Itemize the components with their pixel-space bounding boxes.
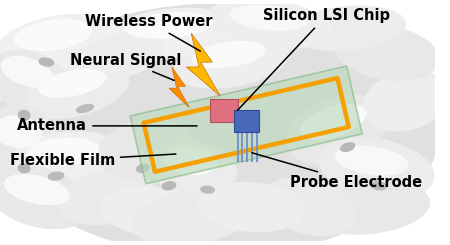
Ellipse shape <box>363 71 448 131</box>
Text: Silicon LSI Chip: Silicon LSI Chip <box>238 8 390 110</box>
Ellipse shape <box>69 33 163 82</box>
Ellipse shape <box>39 70 106 97</box>
FancyBboxPatch shape <box>234 110 259 132</box>
Ellipse shape <box>287 95 389 164</box>
FancyBboxPatch shape <box>211 99 238 122</box>
Ellipse shape <box>198 183 304 232</box>
Ellipse shape <box>15 20 91 50</box>
Ellipse shape <box>26 64 129 118</box>
Ellipse shape <box>137 164 149 172</box>
Ellipse shape <box>0 14 120 71</box>
Ellipse shape <box>0 4 439 245</box>
Ellipse shape <box>76 105 94 112</box>
Polygon shape <box>186 33 220 96</box>
Ellipse shape <box>27 138 99 166</box>
Ellipse shape <box>175 36 289 88</box>
Ellipse shape <box>58 170 154 225</box>
Ellipse shape <box>301 105 365 139</box>
Text: Antenna: Antenna <box>18 118 197 133</box>
Ellipse shape <box>371 182 386 190</box>
Ellipse shape <box>193 41 265 67</box>
Ellipse shape <box>0 105 58 173</box>
Ellipse shape <box>48 172 63 180</box>
Text: Neural Signal: Neural Signal <box>69 53 181 80</box>
Ellipse shape <box>131 189 255 244</box>
Ellipse shape <box>304 180 429 234</box>
Ellipse shape <box>334 25 439 80</box>
Polygon shape <box>130 66 362 184</box>
Ellipse shape <box>208 0 333 48</box>
Polygon shape <box>169 67 189 108</box>
Ellipse shape <box>18 164 30 173</box>
Ellipse shape <box>107 8 241 58</box>
Text: Flexible Film: Flexible Film <box>9 153 176 168</box>
Text: Probe Electrode: Probe Electrode <box>252 153 422 190</box>
Ellipse shape <box>0 166 90 229</box>
Ellipse shape <box>97 119 193 179</box>
Text: Wireless Power: Wireless Power <box>85 14 212 51</box>
Ellipse shape <box>164 147 216 174</box>
Ellipse shape <box>320 138 434 199</box>
Ellipse shape <box>1 57 53 87</box>
Ellipse shape <box>0 116 41 147</box>
Ellipse shape <box>341 143 355 151</box>
Ellipse shape <box>150 141 236 195</box>
Ellipse shape <box>39 58 54 66</box>
Ellipse shape <box>230 6 307 30</box>
Ellipse shape <box>201 186 214 193</box>
Ellipse shape <box>262 178 356 235</box>
Ellipse shape <box>290 6 405 50</box>
Ellipse shape <box>18 110 30 120</box>
Ellipse shape <box>102 187 207 236</box>
Ellipse shape <box>0 50 71 112</box>
Ellipse shape <box>10 132 126 186</box>
Ellipse shape <box>336 146 408 175</box>
Ellipse shape <box>162 182 176 190</box>
Ellipse shape <box>126 13 212 38</box>
Ellipse shape <box>4 175 69 205</box>
